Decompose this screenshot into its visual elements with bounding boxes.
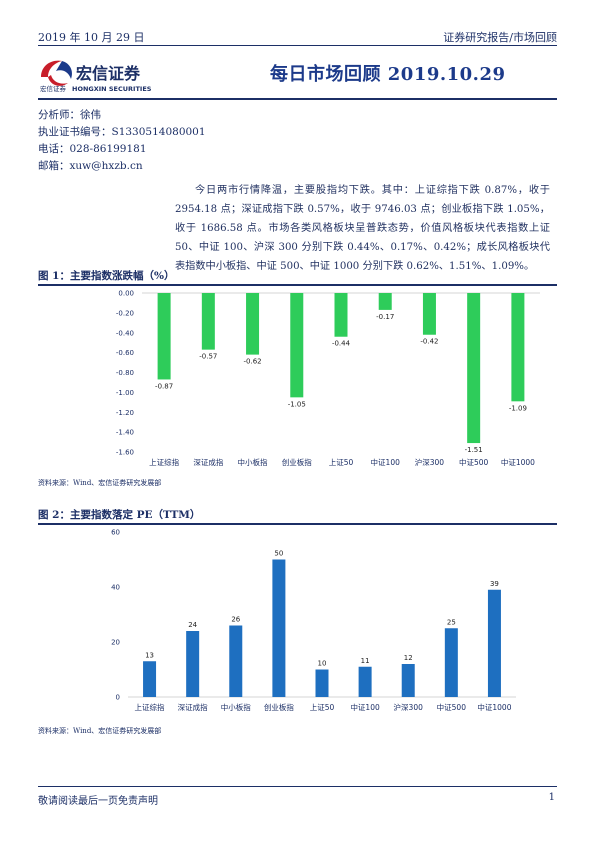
figure2-source: 资料来源：Wind、宏信证券研究发展部 <box>38 727 162 735</box>
analyst-license: 执业证书编号：S1330514080001 <box>38 126 206 138</box>
bar <box>246 293 260 355</box>
x-category-label: 中证500 <box>437 702 467 712</box>
y-tick-label: 0.00 <box>118 290 134 298</box>
bar <box>487 589 501 697</box>
x-category-label: 中证100 <box>371 457 401 467</box>
bar <box>157 293 171 380</box>
bar <box>143 661 157 697</box>
x-category-label: 上证50 <box>329 458 354 467</box>
x-category-label: 上证综指 <box>149 457 179 467</box>
bar-value-label: -0.44 <box>332 340 351 348</box>
bar-value-label: -0.42 <box>420 338 438 346</box>
bar-value-label: 13 <box>145 651 154 659</box>
y-tick-label: -1.20 <box>116 409 134 417</box>
y-tick-label: -0.40 <box>116 329 134 337</box>
bar-value-label: 12 <box>404 654 413 662</box>
bar-value-label: -1.09 <box>509 404 527 412</box>
x-category-label: 沪深300 <box>394 702 424 712</box>
bar <box>444 628 458 697</box>
figure1-divider <box>38 284 557 286</box>
bar-value-label: -0.87 <box>155 382 173 390</box>
x-category-label: 中证1000 <box>501 457 535 467</box>
bar <box>401 664 415 697</box>
y-tick-label: -1.00 <box>116 389 134 397</box>
header-divider <box>38 45 557 46</box>
bar-value-label: -0.17 <box>376 313 394 321</box>
bar <box>201 293 215 350</box>
bar <box>467 293 481 444</box>
x-category-label: 深证成指 <box>193 457 223 467</box>
bar-value-label: -1.51 <box>465 446 483 454</box>
y-tick-label: 40 <box>111 584 120 592</box>
report-date: 2019 年 10 月 29 日 <box>38 31 145 44</box>
bar <box>272 559 286 697</box>
bar <box>422 293 436 335</box>
bar-value-label: -1.05 <box>288 400 306 408</box>
x-category-label: 中小板指 <box>238 457 268 467</box>
analyst-email: 邮箱：xuw@hxzb.cn <box>38 160 143 172</box>
x-category-label: 创业板指 <box>282 457 312 467</box>
bar-value-label: 10 <box>318 660 327 668</box>
company-name-cn: 宏信证券 <box>76 64 141 83</box>
x-category-label: 中证500 <box>459 457 489 467</box>
bar-value-label: -0.62 <box>243 358 261 366</box>
bar-value-label: 24 <box>188 621 197 629</box>
page-number: 1 <box>548 792 555 803</box>
x-category-label: 上证50 <box>310 703 335 712</box>
bar-value-label: 25 <box>447 618 456 626</box>
bar-value-label: 39 <box>490 580 499 588</box>
bar <box>315 669 329 697</box>
x-category-label: 创业板指 <box>264 702 294 712</box>
x-category-label: 沪深300 <box>415 457 445 467</box>
bar <box>290 293 304 398</box>
analyst-phone: 电话：028-86199181 <box>38 143 147 155</box>
report-category: 证券研究报告/市场回顾 <box>443 31 557 44</box>
bar-value-label: 26 <box>231 616 240 624</box>
title-divider <box>38 98 557 100</box>
bar-value-label: -0.57 <box>199 353 217 361</box>
y-tick-label: 60 <box>111 529 120 537</box>
y-tick-label: 0 <box>116 694 120 702</box>
company-name-en: HONGXIN SECURITIES <box>72 85 152 93</box>
x-category-label: 中小板指 <box>221 702 251 712</box>
bar <box>378 293 392 310</box>
bar <box>358 666 372 697</box>
figure1-source: 资料来源：Wind、宏信证券研究发展部 <box>38 479 162 487</box>
index-change-chart: 0.00 -0.20 -0.40 -0.60 -0.80 -1.00 -1.20 -1.40 -… <box>116 290 540 467</box>
x-category-label: 深证成指 <box>178 702 208 712</box>
figure1-title: 图 1：主要指数涨跌幅（%） <box>38 270 175 282</box>
index-pe-chart: 0 20 40 60 13 上证综指 24 深证成指 26 中小板指 50 创业板指 10 上证50 11 中… <box>111 529 516 712</box>
footer-disclaimer: 敬请阅读最后一页免责声明 <box>38 796 158 807</box>
company-name-small: 宏信证券 <box>40 84 67 93</box>
bar <box>334 293 348 337</box>
y-tick-label: -0.60 <box>116 349 134 357</box>
page-title: 每日市场回顾 2019.10.29 <box>270 64 506 85</box>
bar-value-label: 50 <box>274 550 283 558</box>
bar <box>186 631 200 697</box>
analyst-name: 分析师：徐伟 <box>38 109 101 121</box>
x-category-label: 中证100 <box>350 702 380 712</box>
y-tick-label: -0.20 <box>116 309 134 317</box>
footer-divider <box>38 786 557 787</box>
figure2-divider <box>38 523 557 525</box>
x-category-label: 中证1000 <box>477 702 511 712</box>
market-summary: 今日两市行情降温，主要股指均下跌。其中：上证综指下跌 0.87%，收于 2954… <box>175 185 550 272</box>
bar <box>511 293 525 402</box>
y-tick-label: -1.40 <box>116 429 134 437</box>
logo-mark-icon: 宏信证券 宏信证券 HONGXIN SECURITIES <box>40 60 152 93</box>
y-tick-label: 20 <box>111 639 120 647</box>
x-category-label: 上证综指 <box>135 702 165 712</box>
bar-value-label: 11 <box>361 657 370 665</box>
y-tick-label: -1.60 <box>116 449 134 457</box>
y-tick-label: -0.80 <box>116 369 134 377</box>
bar <box>229 625 243 697</box>
company-logo: 宏信证券 宏信证券 HONGXIN SECURITIES <box>38 55 160 95</box>
figure2-title: 图 2：主要指数落定 PE（TTM） <box>38 509 201 521</box>
